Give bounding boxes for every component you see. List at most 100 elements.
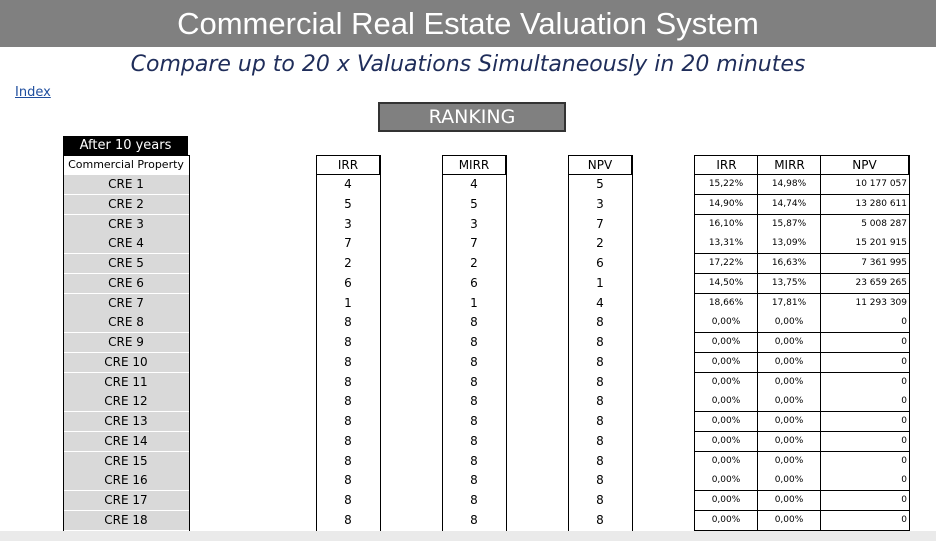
property-name-cell[interactable]: CRE 6 [63,274,189,294]
property-name-cell[interactable]: CRE 17 [63,491,189,511]
irr-value-cell[interactable]: 0,00% [695,313,757,333]
npv-rank-cell[interactable]: 6 [569,254,631,274]
irr-rank-cell[interactable]: 7 [317,234,379,254]
mirr-rank-cell[interactable]: 7 [443,234,505,254]
mirr-value-cell[interactable]: 14,74% [758,195,820,215]
irr-rank-cell[interactable]: 8 [317,452,379,472]
npv-value-cell[interactable]: 0 [821,353,909,373]
mirr-value-cell[interactable]: 0,00% [758,432,820,452]
mirr-value-cell[interactable]: 0,00% [758,392,820,412]
irr-value-cell[interactable]: 0,00% [695,491,757,511]
irr-value-cell[interactable]: 0,00% [695,412,757,432]
mirr-rank-cell[interactable]: 8 [443,333,505,353]
npv-value-cell[interactable]: 0 [821,511,909,531]
irr-value-cell[interactable]: 0,00% [695,452,757,472]
irr-value-cell[interactable]: 0,00% [695,373,757,393]
npv-value-cell[interactable]: 0 [821,412,909,432]
npv-rank-cell[interactable]: 8 [569,511,631,531]
npv-value-cell[interactable]: 13 280 611 [821,195,909,215]
property-name-cell[interactable]: CRE 9 [63,333,189,353]
npv-value-cell[interactable]: 5 008 287 [821,215,909,235]
irr-rank-cell[interactable]: 4 [317,175,379,195]
npv-value-cell[interactable]: 0 [821,392,909,412]
irr-rank-cell[interactable]: 2 [317,254,379,274]
npv-value-cell[interactable]: 0 [821,333,909,353]
property-name-cell[interactable]: CRE 12 [63,392,189,412]
npv-value-cell[interactable]: 15 201 915 [821,234,909,254]
irr-rank-cell[interactable]: 8 [317,333,379,353]
mirr-rank-cell[interactable]: 8 [443,491,505,511]
mirr-rank-cell[interactable]: 6 [443,274,505,294]
irr-value-cell[interactable]: 15,22% [695,175,757,195]
property-name-cell[interactable]: CRE 18 [63,511,189,531]
irr-value-cell[interactable]: 0,00% [695,353,757,373]
mirr-rank-cell[interactable]: 8 [443,452,505,472]
mirr-value-cell[interactable]: 14,98% [758,175,820,195]
mirr-rank-cell[interactable]: 8 [443,432,505,452]
npv-rank-cell[interactable]: 2 [569,234,631,254]
npv-rank-cell[interactable]: 8 [569,392,631,412]
mirr-value-cell[interactable]: 0,00% [758,511,820,531]
irr-value-cell[interactable]: 0,00% [695,511,757,531]
npv-rank-cell[interactable]: 8 [569,432,631,452]
npv-rank-cell[interactable]: 8 [569,452,631,472]
irr-value-cell[interactable]: 0,00% [695,471,757,491]
mirr-rank-cell[interactable]: 2 [443,254,505,274]
irr-rank-cell[interactable]: 1 [317,294,379,314]
irr-value-cell[interactable]: 0,00% [695,432,757,452]
npv-rank-cell[interactable]: 7 [569,215,631,235]
property-name-cell[interactable]: CRE 10 [63,353,189,373]
mirr-value-cell[interactable]: 0,00% [758,313,820,333]
npv-rank-cell[interactable]: 8 [569,333,631,353]
irr-rank-cell[interactable]: 3 [317,215,379,235]
mirr-value-cell[interactable]: 13,75% [758,274,820,294]
property-name-cell[interactable]: CRE 5 [63,254,189,274]
mirr-rank-cell[interactable]: 3 [443,215,505,235]
irr-rank-cell[interactable]: 8 [317,491,379,511]
mirr-rank-cell[interactable]: 8 [443,471,505,491]
npv-value-cell[interactable]: 0 [821,313,909,333]
npv-value-cell[interactable]: 0 [821,491,909,511]
mirr-value-cell[interactable]: 13,09% [758,234,820,254]
mirr-rank-cell[interactable]: 1 [443,294,505,314]
irr-rank-cell[interactable]: 5 [317,195,379,215]
irr-rank-cell[interactable]: 8 [317,432,379,452]
mirr-value-cell[interactable]: 15,87% [758,215,820,235]
irr-value-cell[interactable]: 17,22% [695,254,757,274]
property-name-cell[interactable]: CRE 1 [63,175,189,195]
irr-rank-cell[interactable]: 8 [317,412,379,432]
npv-rank-cell[interactable]: 8 [569,491,631,511]
irr-value-cell[interactable]: 0,00% [695,392,757,412]
property-name-cell[interactable]: CRE 8 [63,313,189,333]
npv-value-cell[interactable]: 0 [821,432,909,452]
npv-rank-cell[interactable]: 8 [569,313,631,333]
mirr-rank-cell[interactable]: 8 [443,511,505,531]
npv-value-cell[interactable]: 7 361 995 [821,254,909,274]
irr-value-cell[interactable]: 18,66% [695,294,757,314]
npv-value-cell[interactable]: 23 659 265 [821,274,909,294]
mirr-rank-cell[interactable]: 8 [443,412,505,432]
irr-rank-cell[interactable]: 6 [317,274,379,294]
property-name-cell[interactable]: CRE 15 [63,452,189,472]
irr-value-cell[interactable]: 14,50% [695,274,757,294]
npv-rank-cell[interactable]: 1 [569,274,631,294]
irr-value-cell[interactable]: 13,31% [695,234,757,254]
npv-rank-cell[interactable]: 4 [569,294,631,314]
irr-rank-cell[interactable]: 8 [317,471,379,491]
irr-value-cell[interactable]: 14,90% [695,195,757,215]
irr-rank-cell[interactable]: 8 [317,353,379,373]
mirr-value-cell[interactable]: 0,00% [758,471,820,491]
mirr-rank-cell[interactable]: 8 [443,392,505,412]
irr-value-cell[interactable]: 0,00% [695,333,757,353]
property-name-cell[interactable]: CRE 4 [63,234,189,254]
irr-rank-cell[interactable]: 8 [317,511,379,531]
mirr-value-cell[interactable]: 0,00% [758,333,820,353]
mirr-rank-cell[interactable]: 8 [443,313,505,333]
property-name-cell[interactable]: CRE 11 [63,373,189,393]
mirr-rank-cell[interactable]: 5 [443,195,505,215]
npv-value-cell[interactable]: 0 [821,471,909,491]
npv-rank-cell[interactable]: 8 [569,471,631,491]
index-link[interactable]: Index [15,85,51,100]
irr-rank-cell[interactable]: 8 [317,373,379,393]
mirr-value-cell[interactable]: 0,00% [758,452,820,472]
